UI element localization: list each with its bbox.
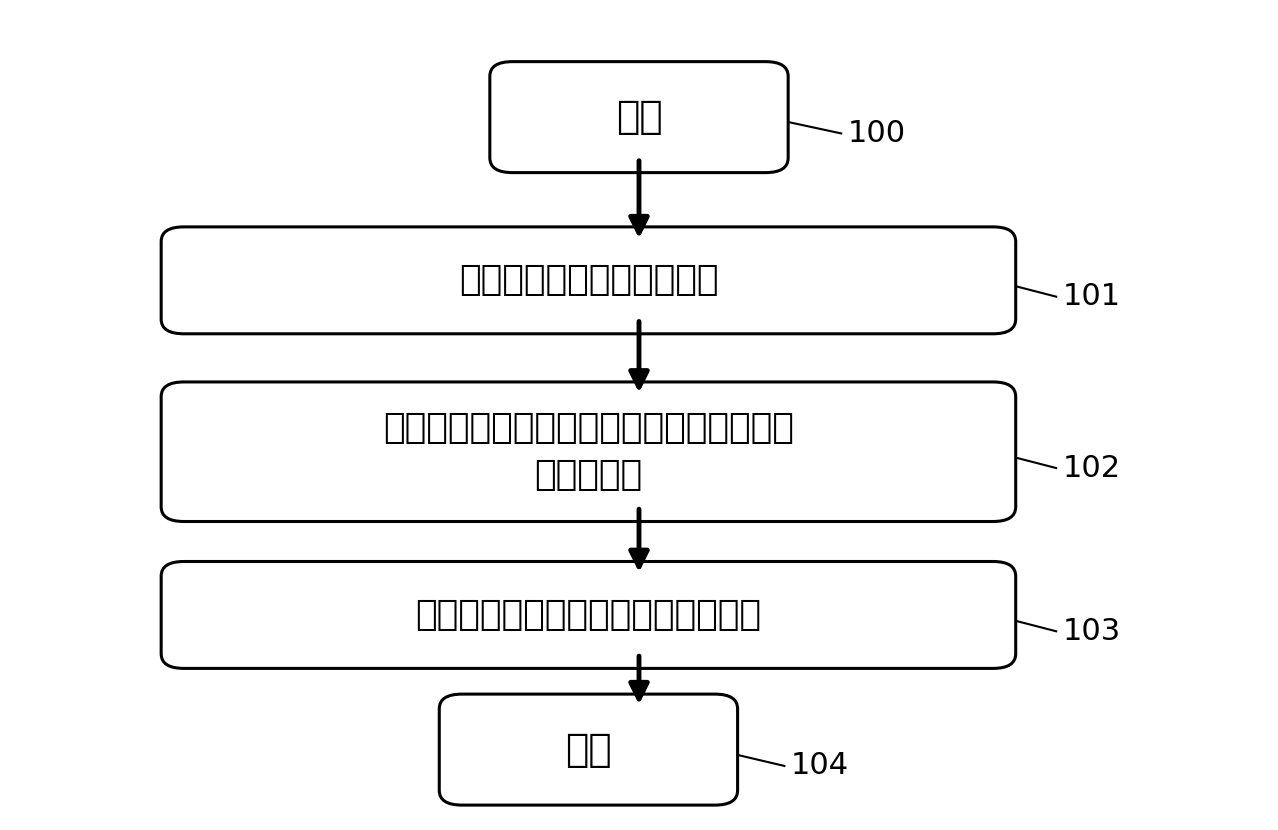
Text: 104: 104 — [791, 751, 849, 780]
Text: 对所述设备控制信号进行逻辑处理，产生逻
辑处理结果: 对所述设备控制信号进行逻辑处理，产生逻 辑处理结果 — [383, 411, 794, 492]
FancyBboxPatch shape — [161, 382, 1016, 521]
Text: 100: 100 — [847, 119, 906, 148]
FancyBboxPatch shape — [161, 227, 1016, 334]
Text: 根据所述逻辑处理结果输出指示信号: 根据所述逻辑处理结果输出指示信号 — [415, 598, 762, 632]
Text: 103: 103 — [1062, 617, 1121, 646]
FancyBboxPatch shape — [161, 561, 1016, 668]
FancyBboxPatch shape — [440, 694, 737, 805]
Text: 接收核电站的设备控制信号: 接收核电站的设备控制信号 — [459, 263, 718, 297]
Text: 开始: 开始 — [616, 98, 662, 136]
Text: 102: 102 — [1062, 453, 1121, 482]
Text: 101: 101 — [1062, 282, 1121, 311]
FancyBboxPatch shape — [489, 61, 789, 173]
Text: 结束: 结束 — [565, 730, 612, 769]
